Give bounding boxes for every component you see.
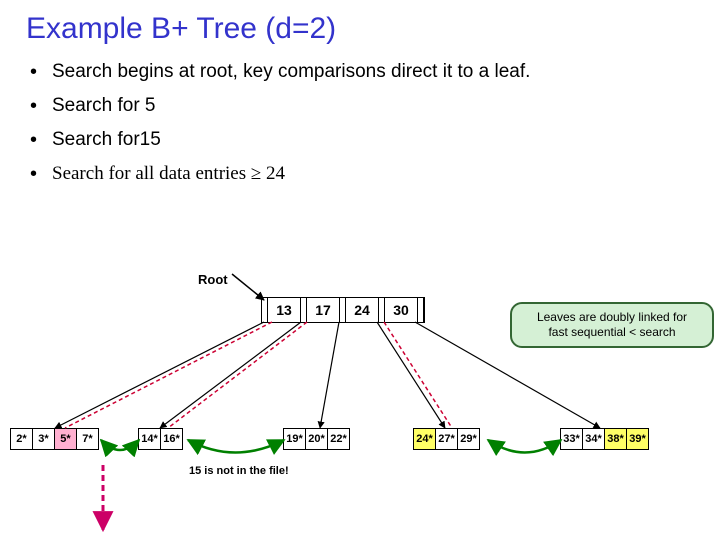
root-key: 30 — [385, 298, 418, 322]
leaf-entry: 7* — [77, 429, 98, 449]
bullet-item: Search for15 — [30, 129, 720, 151]
leaf-entry: 33* — [561, 429, 583, 449]
leaf-entry: 20* — [306, 429, 328, 449]
leaf-entry: 29* — [458, 429, 479, 449]
leaf-node: 14*16* — [138, 428, 183, 450]
leaf-entry: 3* — [33, 429, 55, 449]
leaf-entry: 16* — [161, 429, 182, 449]
bullet-list: Search begins at root, key comparisons d… — [30, 61, 720, 185]
leaf-entry: 19* — [284, 429, 306, 449]
leaf-entry: 27* — [436, 429, 458, 449]
bullet-item: Search begins at root, key comparisons d… — [30, 61, 720, 83]
root-key: 13 — [268, 298, 301, 322]
root-key: 17 — [307, 298, 340, 322]
slide-title: Example B+ Tree (d=2) — [0, 0, 720, 56]
diagram-stage: Root 13 17 24 30 2*3*5*7* 14*16* 19*20*22*… — [0, 250, 720, 540]
leaf-entry: 2* — [11, 429, 33, 449]
callout-leaves-linked: Leaves are doubly linked forfast sequent… — [510, 302, 714, 348]
leaf-node: 19*20*22* — [283, 428, 350, 450]
bullet-item: Search for all data entries ≥ 24 — [30, 163, 720, 185]
leaf-node: 2*3*5*7* — [10, 428, 99, 450]
leaf-entry: 34* — [583, 429, 605, 449]
edges-overlay — [0, 250, 720, 540]
leaf-node: 33*34*38*39* — [560, 428, 649, 450]
root-node: 13 17 24 30 — [261, 297, 425, 323]
note-not-found: 15 is not in the file! — [189, 465, 289, 477]
root-label: Root — [198, 272, 228, 287]
leaf-entry: 24* — [414, 429, 436, 449]
leaf-entry: 14* — [139, 429, 161, 449]
root-key: 24 — [346, 298, 379, 322]
bullet-item: Search for 5 — [30, 95, 720, 117]
leaf-entry: 22* — [328, 429, 349, 449]
leaf-entry: 39* — [627, 429, 648, 449]
leaf-entry: 38* — [605, 429, 627, 449]
leaf-node: 24*27*29* — [413, 428, 480, 450]
leaf-entry: 5* — [55, 429, 77, 449]
